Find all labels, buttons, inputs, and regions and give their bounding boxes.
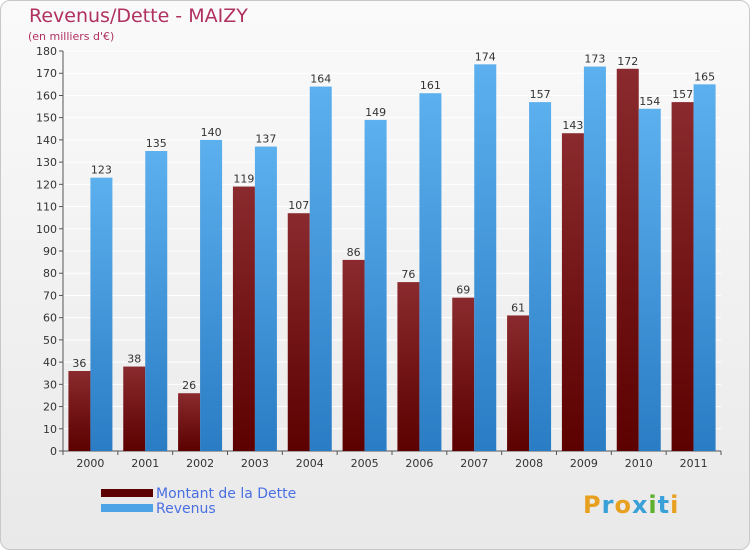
- y-tick-label: 130: [36, 156, 57, 169]
- revenue-bar-2010: [638, 108, 661, 452]
- y-tick-label: 160: [36, 89, 57, 102]
- x-tick-label-2008: 2008: [515, 457, 543, 470]
- axes: [59, 50, 722, 455]
- x-tick-label-2001: 2001: [131, 457, 159, 470]
- legend-swatch-revenue: [101, 504, 153, 512]
- y-tick-label: 110: [36, 201, 57, 214]
- revenue-value-label-2010: 154: [639, 95, 660, 108]
- legend-label-revenue: Revenus: [156, 501, 216, 517]
- revenue-value-label-2004: 164: [310, 73, 331, 86]
- debt-value-label-2004: 107: [288, 199, 309, 212]
- y-tick-label: 100: [36, 223, 57, 236]
- y-tick-label: 120: [36, 178, 57, 191]
- debt-bar-2003: [232, 186, 255, 452]
- debt-value-label-2008: 61: [511, 301, 525, 314]
- x-tick-label-2007: 2007: [460, 457, 488, 470]
- logo-letter: x: [631, 491, 649, 519]
- revenue-value-label-2002: 140: [201, 126, 222, 139]
- debt-bar-2000: [68, 371, 91, 451]
- debt-bar-2002: [178, 393, 201, 451]
- revenue-value-label-2003: 137: [255, 133, 276, 146]
- debt-value-label-2002: 26: [182, 379, 196, 392]
- y-tick-label: 90: [43, 245, 57, 258]
- revenue-bar-2011: [693, 84, 716, 451]
- y-tick-label: 70: [43, 289, 57, 302]
- debt-value-label-2010: 172: [617, 55, 638, 68]
- revenue-value-label-2011: 165: [694, 70, 715, 83]
- revenue-bar-2004: [309, 86, 332, 452]
- y-tick-label: 40: [43, 356, 57, 369]
- debt-bar-2009: [561, 133, 584, 451]
- logo-letter: t: [657, 491, 671, 519]
- y-tick-label: 150: [36, 112, 57, 125]
- revenue-bar-2005: [364, 119, 387, 451]
- legend-swatch-debt: [101, 489, 153, 497]
- x-tick-label-2003: 2003: [241, 457, 269, 470]
- debt-value-label-2007: 69: [456, 284, 470, 297]
- labels: 0 10 20 30 40 50 60 70 80 90 100 110 120 130 140 150 160…: [36, 45, 715, 470]
- logo-letter: i: [670, 491, 680, 519]
- x-tick-label-2006: 2006: [405, 457, 433, 470]
- revenue-value-label-2006: 161: [420, 79, 441, 92]
- revenue-value-label-2001: 135: [146, 137, 167, 150]
- revenue-bar-2001: [145, 151, 168, 451]
- y-tick-label: 0: [50, 445, 57, 458]
- revenue-bar-2000: [90, 177, 113, 451]
- y-tick-label: 170: [36, 67, 57, 80]
- revenue-bar-2006: [419, 93, 442, 451]
- bars: [68, 64, 716, 452]
- revenue-value-label-2005: 149: [365, 106, 386, 119]
- x-tick-label-2004: 2004: [296, 457, 324, 470]
- revenue-bar-2002: [200, 139, 223, 451]
- grid-lines: [63, 50, 721, 452]
- revenue-bar-2003: [254, 146, 277, 452]
- y-tick-label: 10: [43, 423, 57, 436]
- debt-bar-2008: [507, 315, 530, 451]
- logo-letter: r: [601, 491, 615, 519]
- y-tick-label: 30: [43, 378, 57, 391]
- debt-bar-2007: [452, 297, 475, 451]
- y-tick-label: 50: [43, 334, 57, 347]
- y-tick-label: 180: [36, 45, 57, 58]
- x-tick-label-2000: 2000: [76, 457, 104, 470]
- x-tick-label-2010: 2010: [625, 457, 653, 470]
- revenue-bar-2007: [474, 64, 497, 452]
- y-tick-label: 20: [43, 401, 57, 414]
- revenue-bar-2009: [583, 66, 606, 452]
- revenue-value-label-2008: 157: [530, 88, 551, 101]
- x-tick-label-2002: 2002: [186, 457, 214, 470]
- debt-bar-2004: [287, 213, 310, 451]
- debt-value-label-2000: 36: [72, 357, 86, 370]
- chart-title: Revenus/Dette - MAIZY: [29, 5, 248, 27]
- logo-letter: i: [648, 491, 658, 519]
- debt-bar-2006: [397, 282, 420, 451]
- debt-value-label-2006: 76: [401, 268, 415, 281]
- debt-bar-2011: [671, 102, 694, 451]
- legend-label-debt: Montant de la Dette: [156, 486, 297, 502]
- y-tick-label: 80: [43, 267, 57, 280]
- revenue-value-label-2007: 174: [475, 50, 496, 63]
- logo-letter: P: [583, 491, 602, 519]
- y-tick-label: 140: [36, 134, 57, 147]
- x-tick-label-2005: 2005: [351, 457, 379, 470]
- revenue-value-label-2000: 123: [91, 164, 112, 177]
- debt-value-label-2011: 157: [672, 88, 693, 101]
- logo-letter: o: [614, 491, 632, 519]
- debt-bar-2005: [342, 259, 365, 451]
- chart-subtitle: (en milliers d'€): [28, 30, 115, 43]
- debt-value-label-2009: 143: [562, 119, 583, 132]
- revenue-bar-2008: [529, 102, 552, 451]
- debt-bar-2001: [123, 366, 146, 451]
- x-tick-label-2011: 2011: [680, 457, 708, 470]
- debt-value-label-2003: 119: [233, 173, 254, 186]
- proxiti-logo: Proxiti: [583, 491, 679, 519]
- debt-value-label-2005: 86: [347, 246, 361, 259]
- debt-bar-2010: [616, 68, 639, 452]
- revenue-value-label-2009: 173: [584, 53, 605, 66]
- x-tick-label-2009: 2009: [570, 457, 598, 470]
- debt-value-label-2001: 38: [127, 353, 141, 366]
- y-tick-label: 60: [43, 312, 57, 325]
